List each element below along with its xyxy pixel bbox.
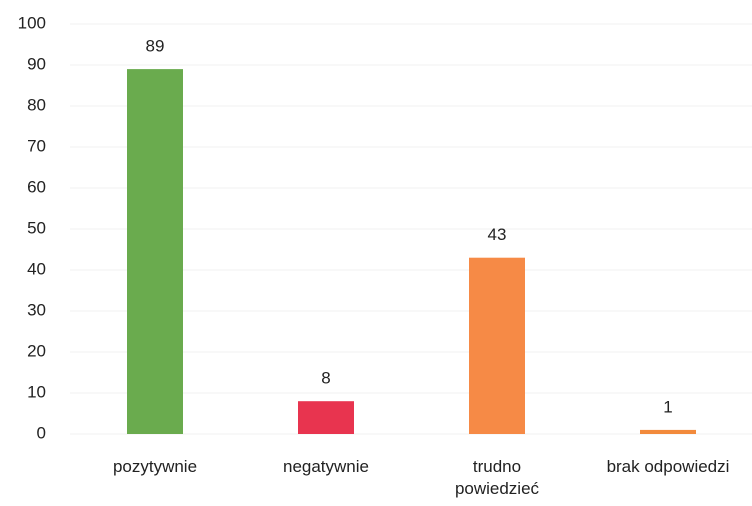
bar bbox=[127, 69, 183, 434]
y-tick-label: 40 bbox=[27, 259, 46, 278]
y-tick-label: 100 bbox=[18, 13, 46, 32]
data-label: 89 bbox=[146, 37, 165, 56]
x-tick-label: negatywnie bbox=[282, 457, 369, 476]
x-tick-label: trudno powiedzieć bbox=[454, 457, 540, 498]
data-label: 1 bbox=[663, 397, 672, 416]
x-tick-label: brak odpowiedzi bbox=[606, 457, 730, 476]
data-label: 8 bbox=[321, 369, 330, 388]
y-tick-label: 10 bbox=[27, 382, 46, 401]
x-tick-label: pozytywnie bbox=[112, 457, 198, 476]
data-label: 43 bbox=[488, 225, 507, 244]
bar bbox=[640, 429, 696, 434]
y-tick-label: 0 bbox=[37, 423, 46, 442]
y-tick-label: 50 bbox=[27, 218, 46, 237]
y-tick-label: 80 bbox=[27, 95, 46, 114]
y-tick-label: 60 bbox=[27, 177, 46, 196]
y-tick-label: 90 bbox=[27, 54, 46, 73]
y-tick-label: 20 bbox=[27, 341, 46, 360]
bar bbox=[298, 401, 354, 434]
bar bbox=[469, 257, 525, 434]
y-tick-label: 30 bbox=[27, 300, 46, 319]
y-tick-label: 70 bbox=[27, 136, 46, 155]
